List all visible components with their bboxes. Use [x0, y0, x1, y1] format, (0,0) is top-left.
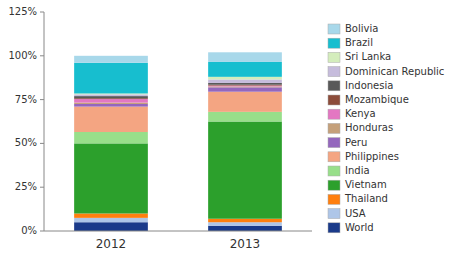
- bar-segment: [74, 132, 148, 143]
- bar-segment: [74, 56, 148, 63]
- y-tick-label: 100%: [8, 50, 37, 61]
- x-axis-line: [44, 231, 312, 232]
- bar-segment: [208, 62, 282, 77]
- bar-segment: [208, 86, 282, 88]
- bar-segment: [208, 77, 282, 80]
- y-tick-label: 0%: [21, 225, 37, 236]
- legend-swatch: [328, 194, 340, 204]
- y-tick-label: 75%: [15, 94, 37, 105]
- legend-swatch: [328, 152, 340, 162]
- bar-segment: [208, 222, 282, 226]
- bar-segment: [74, 104, 148, 107]
- bars: [74, 52, 282, 231]
- legend-swatch: [328, 67, 340, 77]
- legend-label: USA: [345, 208, 366, 219]
- y-tick: [40, 55, 44, 56]
- legend-swatch: [328, 180, 340, 190]
- x-axis: 2012 2013: [44, 231, 312, 251]
- y-tick: [40, 12, 44, 13]
- legend-swatch: [328, 52, 340, 62]
- bar-segment: [208, 85, 282, 87]
- legend-swatch: [328, 95, 340, 105]
- y-tick-label: 125%: [8, 6, 37, 17]
- legend-label: Bolivia: [345, 23, 378, 34]
- legend-swatch: [328, 166, 340, 176]
- y-tick-label: 50%: [15, 137, 37, 148]
- legend: Bolivia Brazil Sri Lanka Dominican Republic…: [328, 23, 444, 233]
- legend-swatch: [328, 123, 340, 133]
- bar-segment: [74, 99, 148, 103]
- bar-segment: [208, 52, 282, 62]
- y-tick: [40, 231, 44, 232]
- legend-label: India: [345, 165, 370, 176]
- legend-label: Dominican Republic: [345, 66, 444, 77]
- legend-label: Mozambique: [345, 94, 409, 105]
- legend-label: Philippines: [345, 151, 399, 162]
- x-tick-label: 2013: [230, 237, 261, 251]
- legend-label: Vietnam: [345, 179, 387, 190]
- bar-segment: [74, 63, 148, 94]
- bar-segment: [74, 213, 148, 217]
- legend-swatch: [328, 38, 340, 48]
- y-tick-label: 25%: [15, 181, 37, 192]
- bar-segment: [208, 112, 282, 122]
- legend-label: Kenya: [345, 108, 376, 119]
- bar-segment: [208, 79, 282, 83]
- legend-label: World: [345, 222, 374, 233]
- y-tick: [40, 143, 44, 144]
- legend-swatch: [328, 81, 340, 91]
- x-tick-label: 2012: [96, 237, 127, 251]
- legend-label: Peru: [345, 137, 367, 148]
- bar-segment: [208, 92, 282, 112]
- bar-segment: [208, 87, 282, 91]
- bar-segment: [74, 218, 148, 222]
- bar-segment: [74, 107, 148, 132]
- bar-segment: [74, 103, 148, 104]
- legend-label: Brazil: [345, 37, 373, 48]
- bar-segment: [208, 122, 282, 219]
- chart: 0% 25% 50% 75% 100% 125% 2012 2013 Bolivia Brazil…: [0, 0, 474, 257]
- bar-segment: [74, 96, 148, 98]
- bar-segment: [208, 226, 282, 231]
- legend-label: Indonesia: [345, 80, 393, 91]
- y-axis: 0% 25% 50% 75% 100% 125%: [8, 6, 44, 236]
- bar-segment: [208, 219, 282, 223]
- legend-label: Honduras: [345, 122, 393, 133]
- y-tick: [40, 99, 44, 100]
- legend-swatch: [328, 209, 340, 219]
- bar-segment: [74, 222, 148, 231]
- legend-swatch: [328, 109, 340, 119]
- legend-label: Sri Lanka: [345, 51, 391, 62]
- legend-swatch: [328, 138, 340, 148]
- legend-label: Thailand: [344, 193, 388, 204]
- legend-swatch: [328, 24, 340, 34]
- bar-segment: [74, 94, 148, 96]
- bar-segment: [74, 143, 148, 213]
- y-tick: [40, 187, 44, 188]
- y-axis-line: [44, 12, 45, 231]
- bar-segment: [208, 83, 282, 85]
- legend-swatch: [328, 223, 340, 233]
